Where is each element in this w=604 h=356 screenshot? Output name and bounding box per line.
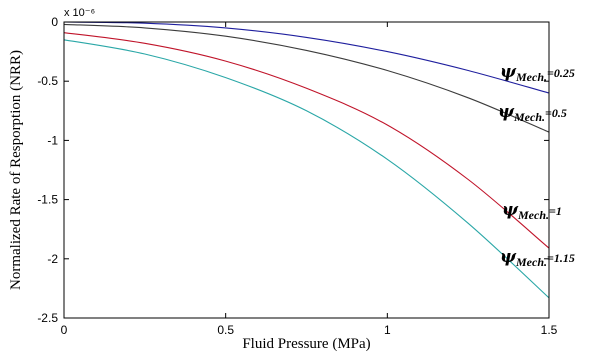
x-tick-label: 1.5 [541, 323, 558, 337]
psi-symbol: ψ [498, 102, 515, 122]
x-tick-label: 0 [61, 323, 68, 337]
psi-subscript: Mech. [513, 110, 545, 124]
series-label-0: ψMech.=0.25 [500, 62, 575, 84]
x-tick-label: 1 [384, 323, 391, 337]
y-axis-label: Normalized Rate of Resporption (NRR) [8, 50, 24, 290]
psi-symbol: ψ [500, 247, 517, 267]
y-tick-label: -2.5 [37, 311, 58, 325]
y-tick-label: -0.5 [37, 74, 58, 88]
plot-area-frame [63, 21, 550, 319]
x-tick-label: 0.5 [217, 323, 234, 337]
psi-subscript: Mech. [515, 255, 547, 269]
series-label-3: ψMech.=1.15 [500, 247, 575, 269]
series-line-0 [63, 21, 550, 94]
y-tick-label: 0 [51, 15, 58, 29]
y-tick-label: -2 [47, 252, 58, 266]
psi-symbol: ψ [500, 62, 517, 82]
psi-symbol: ψ [502, 200, 519, 220]
series-label-1: ψMech.=0.5 [498, 102, 567, 124]
y-axis-multiplier: x 10⁻⁶ [64, 7, 95, 19]
y-tick-label: -1.5 [37, 193, 58, 207]
series-line-2 [63, 32, 550, 249]
psi-subscript: Mech. [517, 208, 549, 222]
y-tick-label: -1 [47, 133, 58, 147]
psi-value: =0.25 [547, 66, 575, 80]
axis-ticks: 0 0.5 1 1.5 0 -0.5 -1 -1.5 -2 -2.5 [37, 15, 557, 337]
psi-value: =1.15 [547, 251, 575, 265]
series-label-2: ψMech.=1 [502, 200, 562, 222]
x-axis-label: Fluid Pressure (MPa) [242, 336, 370, 352]
psi-subscript: Mech. [515, 70, 547, 84]
psi-value: =0.5 [545, 106, 567, 120]
series-line-1 [63, 23, 550, 133]
series-lines [63, 21, 550, 299]
series-line-3 [63, 39, 550, 299]
psi-value: =1 [549, 204, 562, 218]
